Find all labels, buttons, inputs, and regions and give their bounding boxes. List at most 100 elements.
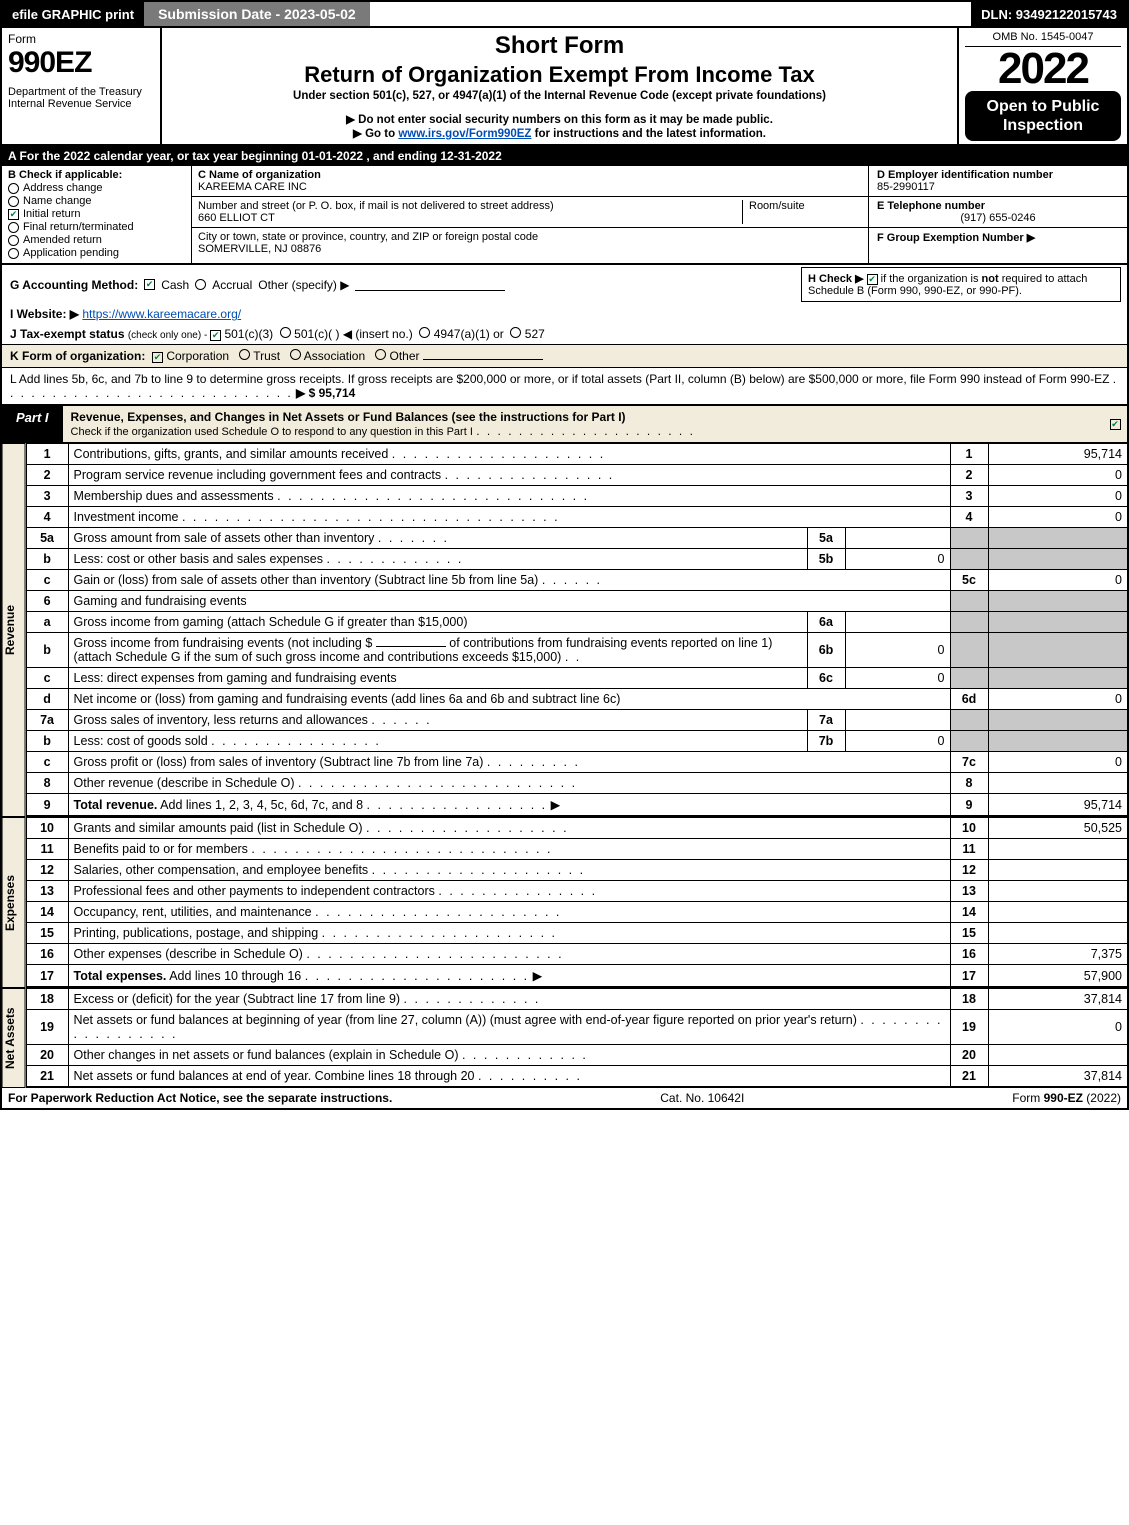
checkbox-icon[interactable] <box>8 222 19 233</box>
J-527-checkbox[interactable] <box>510 327 521 338</box>
line-10: 10 Grants and similar amounts paid (list… <box>26 818 1128 839</box>
desc-text: Grants and similar amounts paid (list in… <box>74 821 363 835</box>
dept-label: Department of the Treasury Internal Reve… <box>8 86 154 110</box>
J-o1: 501(c)(3) <box>224 327 273 341</box>
row-L: L Add lines 5b, 6c, and 7b to line 9 to … <box>2 368 1127 404</box>
line-value-grey <box>988 528 1128 549</box>
chk-address-change[interactable]: Address change <box>8 182 185 194</box>
line-desc: Investment income . . . . . . . . . . . … <box>68 507 950 528</box>
line-value: 0 <box>988 689 1128 710</box>
K-other-checkbox[interactable] <box>375 349 386 360</box>
form-ref-prefix: Form <box>1012 1091 1043 1105</box>
efile-print-label[interactable]: efile GRAPHIC print <box>2 2 144 26</box>
K-trust-checkbox[interactable] <box>239 349 250 360</box>
K-assoc-checkbox[interactable] <box>290 349 301 360</box>
line-value: 0 <box>988 507 1128 528</box>
line-ref: 9 <box>950 794 988 817</box>
K-corp-checkbox[interactable] <box>152 352 163 363</box>
irs-link[interactable]: www.irs.gov/Form990EZ <box>398 128 531 140</box>
line-value: 0 <box>988 465 1128 486</box>
line-5a: 5a Gross amount from sale of assets othe… <box>26 528 1128 549</box>
chk-final-return[interactable]: Final return/terminated <box>8 221 185 233</box>
city-label: City or town, state or province, country… <box>198 231 862 243</box>
dots: . . . . . . . . . . . . . . . . . . . . … <box>182 510 560 524</box>
line-5b: b Less: cost or other basis and sales ex… <box>26 549 1128 570</box>
goto-row: ▶ Go to www.irs.gov/Form990EZ for instru… <box>170 126 949 140</box>
mid-box-value: 0 <box>845 731 950 752</box>
desc-text: Gross sales of inventory, less returns a… <box>74 713 368 727</box>
checkbox-icon[interactable] <box>8 183 19 194</box>
line-desc: Net assets or fund balances at end of ye… <box>68 1066 950 1088</box>
line-value: 95,714 <box>988 444 1128 465</box>
line-num: 17 <box>26 965 68 988</box>
dots: . . . . . . . . . . . . . <box>326 552 463 566</box>
line-desc: Gross income from fundraising events (no… <box>68 633 807 668</box>
dln-label: DLN: 93492122015743 <box>971 2 1127 26</box>
ein-value: 85-2990117 <box>877 181 1119 193</box>
desc-text: Gross amount from sale of assets other t… <box>74 531 375 545</box>
line-num: b <box>26 633 68 668</box>
line-19: 19 Net assets or fund balances at beginn… <box>26 1010 1128 1045</box>
J-o3: 4947(a)(1) or <box>434 327 504 341</box>
other-specify-line[interactable] <box>355 279 505 291</box>
line-6: 6 Gaming and fundraising events <box>26 591 1128 612</box>
row-K: K Form of organization: Corporation Trus… <box>2 344 1127 368</box>
mid-box-label: 6c <box>807 668 845 689</box>
chk-application-pending[interactable]: Application pending <box>8 247 185 259</box>
J-4947-checkbox[interactable] <box>419 327 430 338</box>
desc-text-1: Gross income from fundraising events (no… <box>74 636 373 650</box>
line-6a: a Gross income from gaming (attach Sched… <box>26 612 1128 633</box>
chk-label: Final return/terminated <box>23 221 134 233</box>
line-num: 3 <box>26 486 68 507</box>
accrual-checkbox[interactable] <box>195 279 206 290</box>
mid-box-label: 7b <box>807 731 845 752</box>
K-other-line[interactable] <box>423 349 543 360</box>
line-value <box>988 923 1128 944</box>
J-501c3-checkbox[interactable] <box>210 330 221 341</box>
line-num: 16 <box>26 944 68 965</box>
block-g-to-l: G Accounting Method: Cash Accrual Other … <box>0 265 1129 406</box>
F-label: F Group Exemption Number ▶ <box>877 232 1035 244</box>
line-ref: 16 <box>950 944 988 965</box>
line-desc: Less: direct expenses from gaming and fu… <box>68 668 807 689</box>
desc-text: Gross income from gaming (attach Schedul… <box>74 615 468 629</box>
chk-initial-return[interactable]: Initial return <box>8 208 185 220</box>
checkbox-icon[interactable] <box>8 196 19 207</box>
form-ref-suffix: (2022) <box>1083 1091 1121 1105</box>
blank-amount-line[interactable] <box>376 636 446 647</box>
cash-checkbox[interactable] <box>144 279 155 290</box>
schedule-o-checkbox[interactable] <box>1110 419 1121 430</box>
paperwork-notice: For Paperwork Reduction Act Notice, see … <box>8 1091 392 1105</box>
H-checkbox[interactable] <box>867 274 878 285</box>
chk-amended-return[interactable]: Amended return <box>8 234 185 246</box>
line-value: 0 <box>988 752 1128 773</box>
E-cell: E Telephone number (917) 655-0246 <box>869 197 1127 228</box>
line-ref: 5c <box>950 570 988 591</box>
line-num: b <box>26 549 68 570</box>
line-num: a <box>26 612 68 633</box>
line-ref: 15 <box>950 923 988 944</box>
dots: . . . . . . . . . . . . . . . . . <box>367 798 548 812</box>
line-13: 13 Professional fees and other payments … <box>26 881 1128 902</box>
desc-text: Occupancy, rent, utilities, and maintena… <box>74 905 312 919</box>
mid-box-value: 0 <box>845 668 950 689</box>
checkbox-icon[interactable] <box>8 248 19 259</box>
chk-name-change[interactable]: Name change <box>8 195 185 207</box>
F-cell: F Group Exemption Number ▶ <box>869 228 1127 247</box>
line-value <box>988 860 1128 881</box>
website-link[interactable]: https://www.kareemacare.org/ <box>82 307 241 321</box>
line-desc: Professional fees and other payments to … <box>68 881 950 902</box>
line-value-grey <box>988 549 1128 570</box>
line-desc: Gross profit or (loss) from sales of inv… <box>68 752 950 773</box>
desc-text: Gross profit or (loss) from sales of inv… <box>74 755 484 769</box>
H-not: not <box>982 273 999 285</box>
J-501c-checkbox[interactable] <box>280 327 291 338</box>
dots: . . . . . . . . . . . . . . . . <box>211 734 381 748</box>
top-bar: efile GRAPHIC print Submission Date - 20… <box>0 0 1129 28</box>
row-H: H Check ▶ if the organization is not req… <box>801 267 1121 302</box>
city-value: SOMERVILLE, NJ 08876 <box>198 243 862 255</box>
line-desc: Salaries, other compensation, and employ… <box>68 860 950 881</box>
checkbox-icon[interactable] <box>8 235 19 246</box>
checkbox-icon[interactable] <box>8 209 19 220</box>
chk-label: Amended return <box>23 234 102 246</box>
